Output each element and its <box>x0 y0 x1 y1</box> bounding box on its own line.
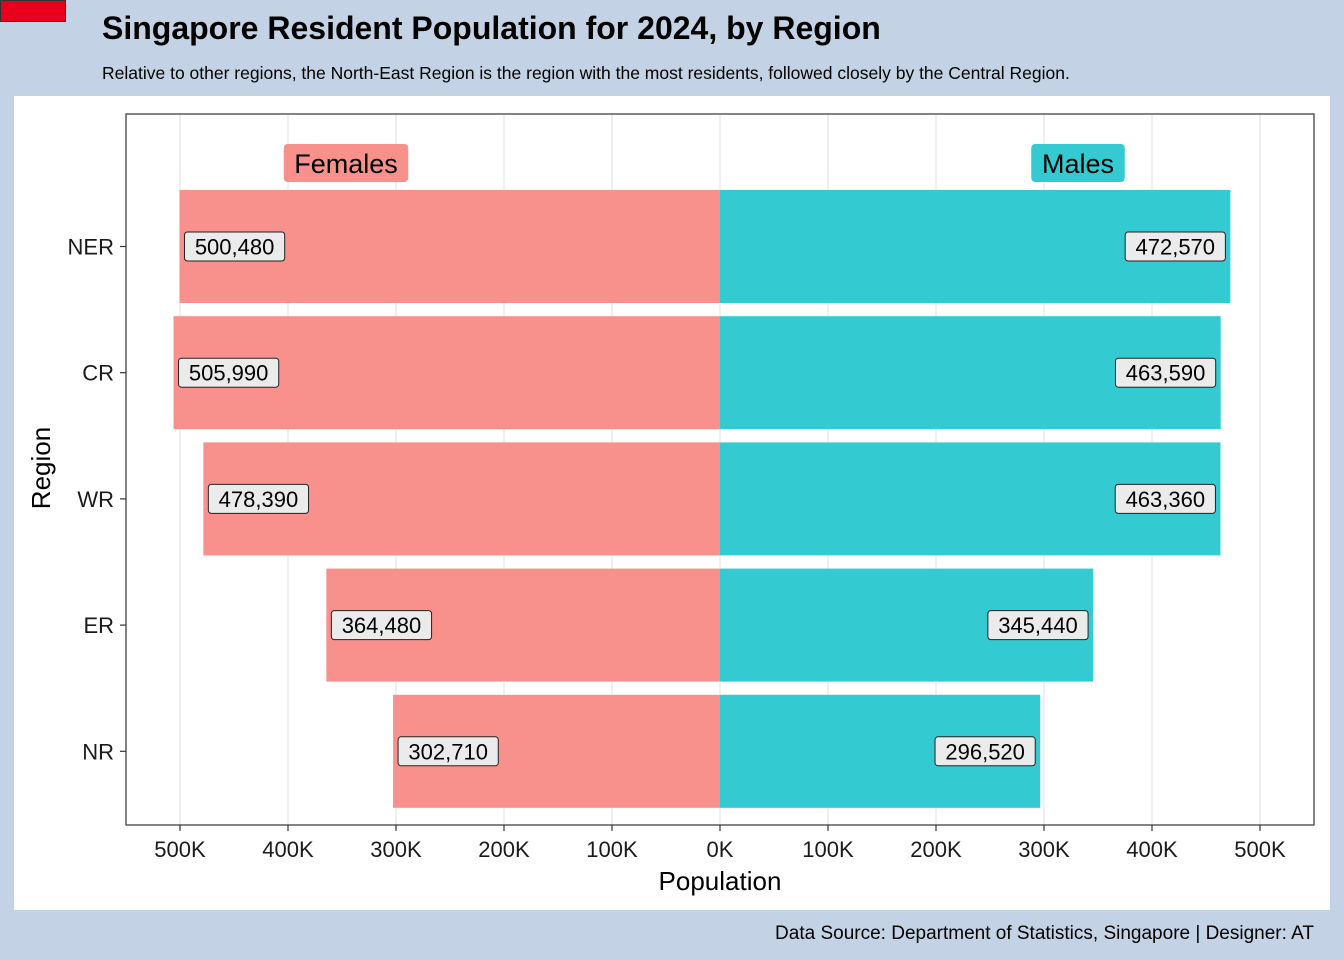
data-label-text: 472,570 <box>1136 235 1216 260</box>
data-label-text: 302,710 <box>408 739 488 764</box>
legend-males: Males <box>1031 144 1125 182</box>
y-tick-label: NER <box>68 235 114 260</box>
x-tick-label: 300K <box>370 837 422 862</box>
female-value-label-er: 364,480 <box>330 610 433 641</box>
y-tick-label: ER <box>83 613 114 638</box>
plot-panel: NER CR WR ER NR 500K 400K 300K 200K 100K 0K 100K 200… <box>14 96 1330 910</box>
x-axis-title: Population <box>659 866 782 896</box>
female-value-label-ner: 500,480 <box>183 231 286 262</box>
data-label-box <box>183 231 286 262</box>
axes: NER CR WR ER NR 500K 400K 300K 200K 100K 0K 100K 200… <box>68 235 1286 863</box>
y-axis-title: Region <box>26 427 56 509</box>
x-tick-label: 100K <box>586 837 638 862</box>
population-pyramid-chart: NER CR WR ER NR 500K 400K 300K 200K 100K 0K 100K 200… <box>26 113 1315 896</box>
data-label-box <box>330 610 433 641</box>
data-label-box <box>397 736 499 767</box>
data-label-box <box>1124 231 1226 262</box>
series-tag-text: Males <box>1042 149 1114 179</box>
male-value-label-wr: 463,360 <box>1114 483 1216 514</box>
y-tick-label: WR <box>77 487 114 512</box>
flag-icon <box>0 0 66 22</box>
x-tick-label: 100K <box>802 837 854 862</box>
male-value-label-nr: 296,520 <box>934 736 1036 767</box>
series-tag-box <box>1031 144 1125 182</box>
x-tick-label: 500K <box>154 837 206 862</box>
female-value-label-nr: 302,710 <box>397 736 499 767</box>
x-tick-label: 200K <box>478 837 530 862</box>
legend: Females Males <box>283 144 1125 182</box>
data-label-text: 463,360 <box>1126 487 1206 512</box>
data-label-text: 345,440 <box>998 613 1078 638</box>
data-label-box <box>207 483 310 514</box>
data-label-box <box>1114 483 1216 514</box>
y-tick-label: NR <box>82 739 114 764</box>
female-value-label-cr: 505,990 <box>178 357 280 388</box>
data-label-text: 478,390 <box>219 487 299 512</box>
series-tag-text: Females <box>294 149 398 179</box>
legend-females: Females <box>283 144 409 182</box>
female-value-label-wr: 478,390 <box>207 483 310 514</box>
series-tag-box <box>283 144 409 182</box>
data-label-box <box>1114 357 1217 388</box>
data-label-box <box>178 357 280 388</box>
male-value-label-cr: 463,590 <box>1114 357 1217 388</box>
data-labels: 500,480 472,570 505,990 463,590 478,390 463,3… <box>178 231 1226 767</box>
chart-subtitle: Relative to other regions, the North-Eas… <box>102 63 1070 83</box>
data-label-box <box>934 736 1036 767</box>
x-tick-label: 200K <box>910 837 962 862</box>
data-label-text: 463,590 <box>1126 361 1206 386</box>
male-value-label-ner: 472,570 <box>1124 231 1226 262</box>
male-value-label-er: 345,440 <box>987 610 1089 641</box>
x-tick-label: 500K <box>1234 837 1286 862</box>
data-label-box <box>987 610 1089 641</box>
data-label-text: 500,480 <box>195 235 275 260</box>
data-label-text: 364,480 <box>342 613 422 638</box>
data-source-caption: Data Source: Department of Statistics, S… <box>775 923 1314 944</box>
bars <box>173 190 1231 808</box>
x-tick-label: 400K <box>1126 837 1178 862</box>
data-label-text: 505,990 <box>189 361 269 386</box>
data-label-text: 296,520 <box>945 739 1025 764</box>
x-tick-label: 400K <box>262 837 314 862</box>
x-tick-label: 0K <box>707 837 734 862</box>
y-tick-label: CR <box>82 361 114 386</box>
x-tick-label: 300K <box>1018 837 1070 862</box>
chart-title: Singapore Resident Population for 2024, … <box>102 10 881 46</box>
